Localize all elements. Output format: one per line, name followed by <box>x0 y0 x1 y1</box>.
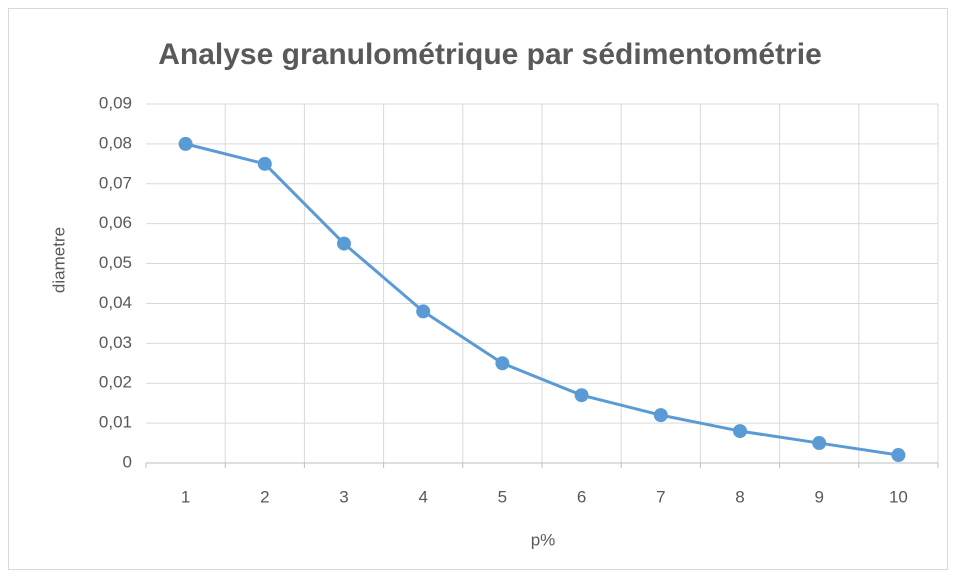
x-tick-label: 8 <box>735 487 744 506</box>
x-axis-label: p% <box>531 530 556 549</box>
x-tick-label: 7 <box>656 487 665 506</box>
y-tick-label: 0,03 <box>99 333 132 352</box>
y-tick-label: 0,01 <box>99 413 132 432</box>
series-marker <box>812 436 827 451</box>
series-marker <box>574 388 589 403</box>
chart-border <box>8 8 948 570</box>
x-tick-label: 6 <box>577 487 586 506</box>
series-marker <box>337 236 351 251</box>
series-line <box>185 142 899 457</box>
chart-title: Analyse granulométrique par sédimentomét… <box>158 38 822 71</box>
series-marker <box>495 356 510 371</box>
y-tick-label: 0,07 <box>99 173 132 192</box>
x-tick-label: 5 <box>498 487 507 506</box>
y-tick-label: 0,09 <box>99 93 132 112</box>
x-tick-label: 4 <box>418 487 427 506</box>
y-tick-label: 0,06 <box>99 213 132 232</box>
y-tick-label: 0 <box>123 452 132 471</box>
y-tick-label: 0,02 <box>99 373 132 392</box>
x-tick-label: 1 <box>181 487 190 506</box>
y-tick-label: 0,05 <box>99 253 132 272</box>
y-tick-label: 0,08 <box>99 133 132 152</box>
series-marker <box>178 136 193 151</box>
x-tick-label: 2 <box>260 487 269 506</box>
series-marker <box>257 156 272 171</box>
series-marker <box>733 424 747 439</box>
series-marker <box>416 304 431 319</box>
x-tick-label: 10 <box>889 487 908 506</box>
x-tick-label: 3 <box>339 487 348 506</box>
series-marker <box>653 408 668 423</box>
series-marker <box>891 448 906 463</box>
y-axis-label: diametre <box>49 227 68 293</box>
x-tick-label: 9 <box>814 487 823 506</box>
y-tick-label: 0,04 <box>99 293 132 312</box>
